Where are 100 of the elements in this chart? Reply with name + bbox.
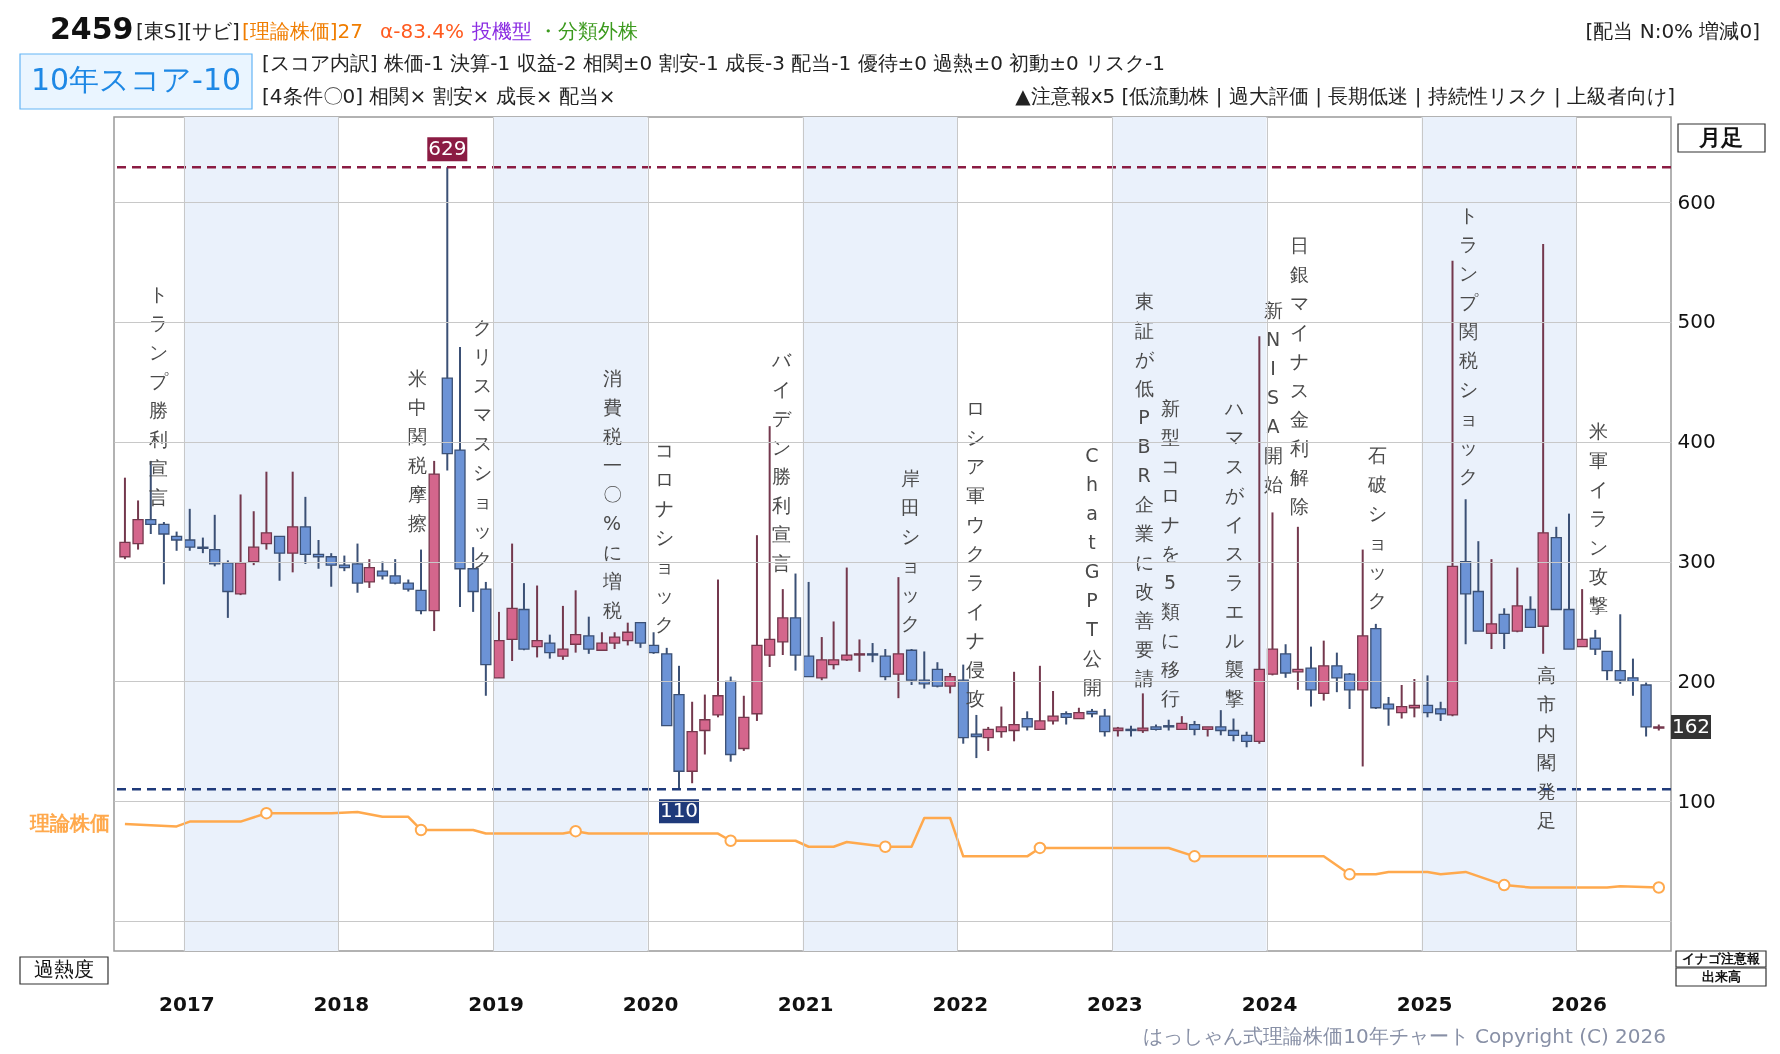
candlestick	[415, 548, 427, 616]
annotation: 米軍イラン攻撃	[1588, 420, 1608, 616]
text: [配当 N:0% 増減0]	[1585, 19, 1760, 43]
x-tick-label: 2020	[622, 992, 679, 1016]
text: [スコア内訳] 株価-1 決算-1 収益-2 相関±0 割安-1 成長-3 配当-1 優待±0 過熱±0 初動±0 リスク-1	[262, 51, 1166, 75]
candlestick	[557, 604, 569, 661]
point	[569, 824, 582, 838]
candlestick	[351, 542, 364, 594]
annotation: コロナショック	[654, 439, 674, 635]
text: [東S][サビ]	[136, 19, 240, 43]
candlestick	[1215, 709, 1227, 737]
text: ChatGPT公開	[1082, 444, 1102, 698]
text: ハマスがイスラエル襲撃	[1224, 397, 1244, 709]
text: 過熱度	[34, 957, 94, 981]
point	[260, 806, 273, 820]
text: [理論株価]27	[242, 19, 364, 43]
ref-line-label: 629	[428, 136, 467, 161]
y-tick-label: 600	[1677, 189, 1716, 214]
point	[879, 840, 892, 853]
candlestick	[158, 521, 170, 586]
text: 162	[1671, 714, 1711, 738]
annotation: 石破ショック	[1366, 444, 1387, 611]
candlestick	[531, 584, 543, 659]
series-label: 理論株価	[29, 810, 110, 835]
candlestick	[260, 470, 273, 551]
annotation: 岸田ショック	[900, 467, 920, 634]
point	[724, 834, 737, 847]
candlestick	[1601, 650, 1613, 682]
candlestick	[209, 513, 221, 568]
text: α-83.4%	[380, 19, 464, 43]
x-tick-label: 2023	[1087, 992, 1143, 1016]
candlestick	[1099, 707, 1111, 738]
candlestick	[699, 693, 711, 756]
candlestick	[1524, 595, 1537, 629]
point	[1497, 878, 1511, 892]
x-tick-label: 2019	[468, 992, 524, 1016]
point	[1188, 850, 1201, 863]
candlestick	[866, 642, 879, 664]
candlestick	[544, 633, 556, 660]
x-tick-label: 2024	[1241, 992, 1298, 1016]
text: [4条件〇0] 相関× 割安× 成長× 配当×	[262, 84, 616, 108]
candlestick	[1305, 645, 1317, 708]
point	[414, 823, 428, 837]
candlestick	[273, 535, 286, 582]
candlestick	[583, 615, 595, 655]
text: 消費税一〇%に増税	[602, 367, 622, 621]
point	[1033, 841, 1047, 855]
candlestick	[853, 638, 866, 673]
text: はっしゃん式理論株価10年チャート Copyright (C) 2026	[1143, 1024, 1666, 1048]
candlestick	[841, 566, 853, 663]
text: イナゴ注意報	[1682, 951, 1761, 966]
candlestick	[1589, 628, 1601, 657]
text: クリスマスショック	[472, 316, 492, 570]
candlestick	[712, 578, 724, 719]
x-tick-label: 2026	[1551, 992, 1608, 1016]
x-tick-label: 2018	[313, 992, 370, 1016]
candlestick	[1485, 558, 1498, 651]
candlestick	[1434, 700, 1447, 722]
text: ・分類外株	[538, 19, 638, 43]
y-tick-label: 500	[1677, 309, 1716, 334]
x-tick-label: 2021	[777, 992, 834, 1016]
candlestick	[622, 621, 634, 647]
annotation: 高市内閣発足	[1536, 664, 1556, 831]
text: 10年スコア-10	[30, 62, 242, 97]
candlestick	[1227, 717, 1240, 743]
x-tick-label: 2017	[158, 992, 215, 1016]
point	[1652, 881, 1666, 894]
candlestick	[170, 530, 183, 552]
x-tick-label: 2025	[1396, 992, 1453, 1016]
candlestick	[363, 558, 375, 589]
candlestick	[1292, 525, 1304, 691]
candlestick	[1576, 588, 1588, 648]
candlestick	[634, 621, 647, 649]
ref-line-label: 110	[659, 798, 699, 823]
candlestick	[1137, 692, 1149, 734]
candlestick	[777, 588, 789, 657]
candlestick	[1279, 643, 1292, 679]
text: 月足	[1698, 125, 1743, 150]
candlestick	[325, 552, 337, 588]
candlestick	[879, 648, 891, 682]
text: ▲注意報x5 [低流動株 | 過大評価 | 長期低迷 | 持続性リスク | 上級者向け]	[1015, 84, 1675, 108]
x-tick-label: 2022	[932, 992, 989, 1016]
candlestick	[184, 507, 196, 552]
text: 投機型	[471, 19, 532, 43]
candlestick	[389, 558, 401, 586]
chart-title: 2459	[50, 11, 134, 46]
y-tick-label: 100	[1677, 788, 1716, 813]
candlestick	[1498, 607, 1510, 651]
candlestick	[892, 576, 905, 700]
text: トランプ関税ショック	[1458, 204, 1478, 487]
y-tick-label: 300	[1677, 549, 1716, 574]
candlestick	[982, 725, 994, 752]
candlestick	[1021, 710, 1033, 732]
y-tick-label: 200	[1677, 668, 1716, 693]
candlestick	[1382, 695, 1395, 727]
text: 出来高	[1701, 969, 1741, 984]
candlestick	[970, 713, 983, 760]
candlestick	[248, 510, 260, 567]
candlestick	[1396, 683, 1408, 720]
candlestick	[569, 589, 582, 654]
